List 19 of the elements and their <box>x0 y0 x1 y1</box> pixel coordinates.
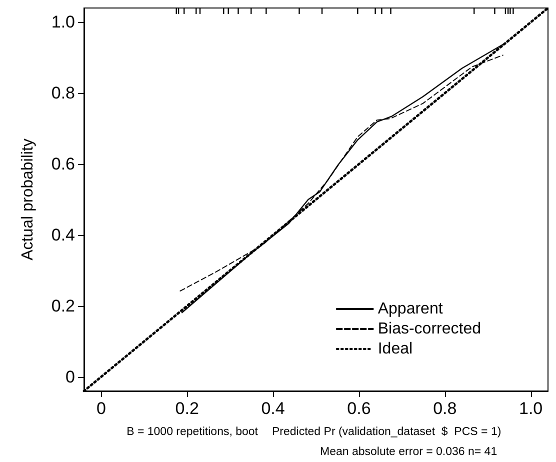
x-tick-label: 0.2 <box>175 399 199 418</box>
x-tick-label: 0 <box>96 399 106 418</box>
y-tick-label: 1.0 <box>51 12 75 32</box>
y-tick-label: 0.4 <box>51 225 75 244</box>
y-tick-label: 0.8 <box>51 84 75 103</box>
text: Mean absolute error = 0.036 n= 41 <box>320 446 498 458</box>
legend-label: Ideal <box>378 340 413 358</box>
x-tick-label: 1.0 <box>518 399 543 418</box>
x-tick-label: 0.6 <box>347 399 371 418</box>
y-tick-label: 0.2 <box>51 296 75 316</box>
text: B = 1000 repetitions, boot <box>126 426 259 438</box>
y-tick-label: 0 <box>66 367 75 386</box>
x-tick-label: 0.8 <box>433 399 457 418</box>
x-axis-title: Predicted Pr (validation_dataset $ PCS = 1) <box>272 426 502 438</box>
legend-label: Bias-corrected <box>378 320 482 338</box>
y-axis-title: Actual probability <box>20 138 36 260</box>
y-tick-label: 0.6 <box>51 154 75 174</box>
legend-label: Apparent <box>378 300 444 318</box>
x-tick-label: 0.4 <box>261 399 285 418</box>
